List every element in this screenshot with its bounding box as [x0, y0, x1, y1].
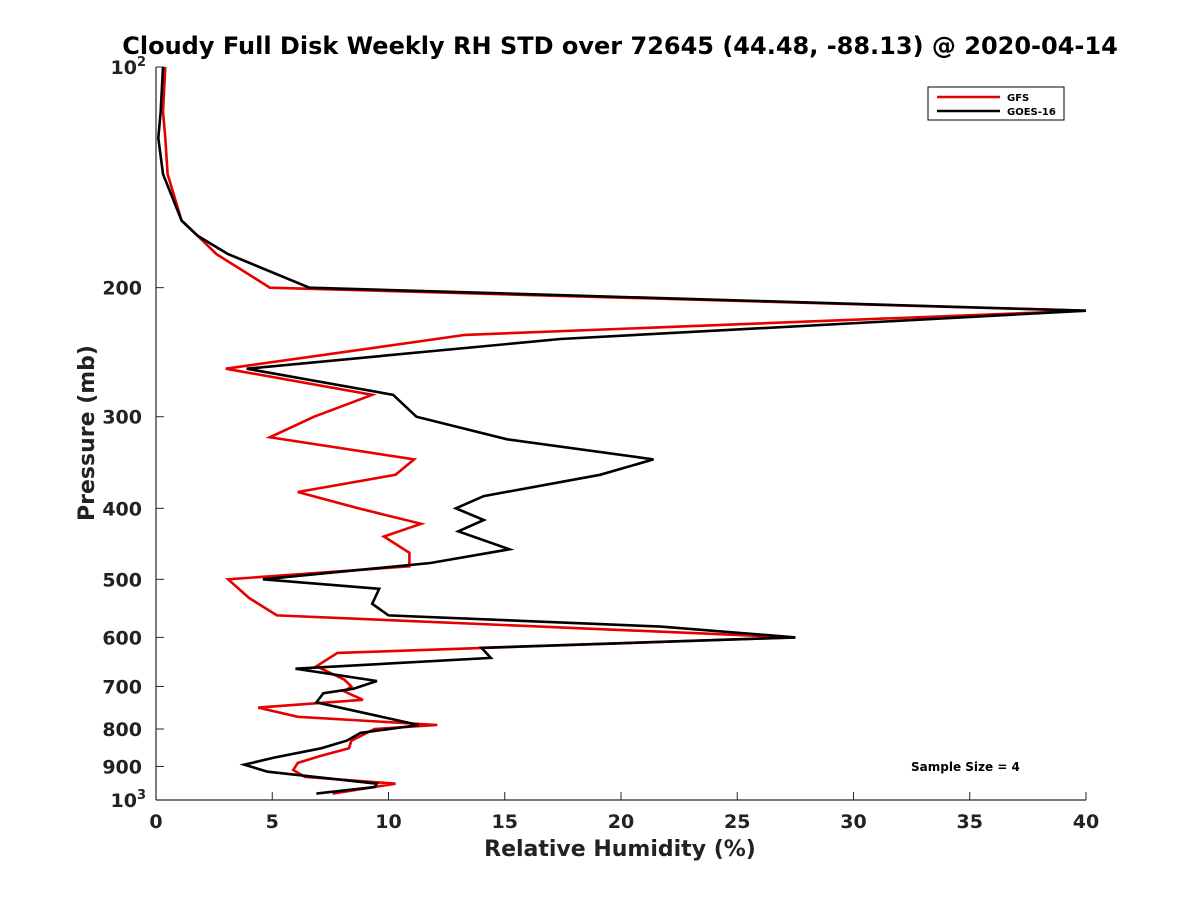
y-tick-label: 400	[102, 498, 142, 520]
axes-frame	[156, 67, 1086, 800]
legend-label-gfs: GFS	[1007, 93, 1029, 104]
y-tick-label: 103	[111, 788, 147, 812]
legend-box	[927, 86, 1065, 121]
y-tick-label: 500	[102, 569, 142, 591]
y-tick-label: 300	[102, 407, 142, 429]
y-tick-label: 900	[102, 756, 142, 778]
y-tick-label: 800	[102, 719, 142, 741]
x-ticks: 0 5 10 15 20 25 30 35 40	[149, 792, 1099, 833]
plot-area: 0 5 10 15 20 25 30 35 40 102 200 300 400 500 600 700 80…	[102, 55, 1099, 833]
x-tick-label: 30	[840, 811, 866, 833]
y-tick-label: 700	[102, 676, 142, 698]
legend: GFS GOES-16	[927, 86, 1065, 121]
x-tick-label: 20	[608, 811, 634, 833]
y-tick-label: 600	[102, 627, 142, 649]
x-tick-label: 35	[957, 811, 983, 833]
x-axis-label: Relative Humidity (%)	[484, 837, 756, 862]
sample-size-annotation: Sample Size = 4	[911, 760, 1020, 774]
x-tick-label: 15	[492, 811, 518, 833]
x-tick-label: 5	[266, 811, 279, 833]
chart-title: Cloudy Full Disk Weekly RH STD over 7264…	[122, 32, 1118, 60]
legend-label-goes16: GOES-16	[1007, 107, 1056, 118]
x-tick-label: 25	[724, 811, 750, 833]
x-tick-label: 0	[149, 811, 162, 833]
x-tick-label: 10	[375, 811, 401, 833]
series-layer	[156, 66, 1087, 795]
y-tick-label: 200	[102, 278, 142, 300]
x-tick-label: 40	[1073, 811, 1099, 833]
y-axis-label: Pressure (mb)	[75, 345, 100, 521]
series-line-goes16	[156, 66, 1087, 795]
y-ticks: 102 200 300 400 500 600 700 800 900 103	[102, 55, 164, 812]
y-tick-label: 102	[111, 55, 147, 79]
